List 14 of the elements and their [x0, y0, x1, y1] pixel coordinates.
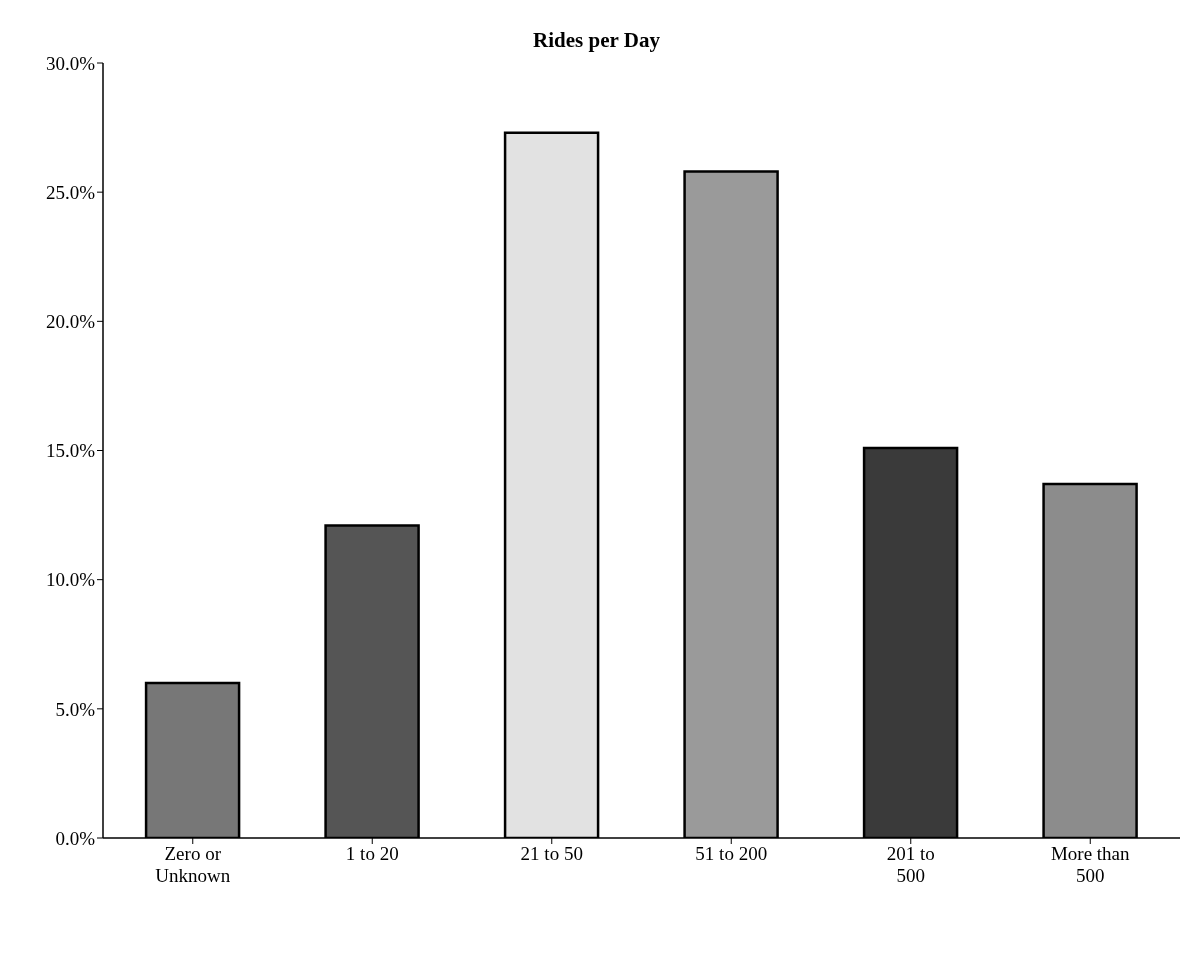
x-tick-label: 21 to 50: [520, 843, 583, 864]
x-tick-label: More than 500: [1050, 843, 1131, 886]
x-tick-label: 201 to 500: [886, 843, 935, 886]
x-tick-label: 51 to 200: [695, 843, 768, 864]
y-tick-label: 30.0%: [45, 52, 96, 74]
y-tick-label: 20.0%: [45, 311, 96, 333]
x-tick-label: Zero or Unknown: [155, 843, 231, 886]
y-tick-label: 15.0%: [45, 440, 96, 462]
y-tick-label: 5.0%: [55, 698, 96, 720]
y-tick-label: 25.0%: [45, 181, 96, 203]
chart-title: Rides per Day: [532, 28, 661, 53]
y-tick-label: 10.0%: [45, 569, 96, 591]
y-tick-label: 0.0%: [55, 827, 96, 849]
x-tick-label: 1 to 20: [345, 843, 399, 864]
